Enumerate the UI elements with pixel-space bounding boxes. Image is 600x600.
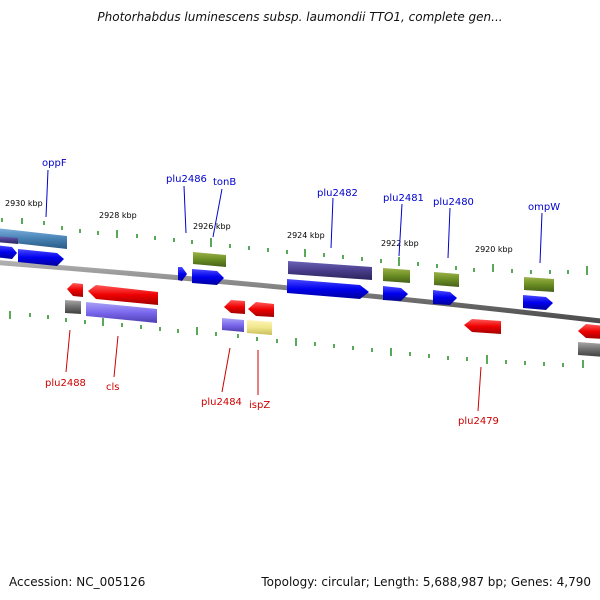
gene-label-oppF[interactable]: oppF [42, 158, 67, 169]
lower-feature-track [65, 300, 600, 357]
gene-arrow-plu2481[interactable] [383, 286, 408, 301]
scale-label-2926: 2926 kbp [193, 222, 231, 231]
forward-strand-genes [0, 245, 553, 310]
gene-label-ispZ[interactable]: ispZ [249, 400, 270, 411]
gene-label-tonB[interactable]: tonB [213, 177, 236, 188]
gene-label-plu2484[interactable]: plu2484 [201, 397, 242, 408]
gene-box-indigo-plu2482[interactable] [288, 261, 372, 280]
gene-label-plu2480[interactable]: plu2480 [433, 197, 474, 208]
gene-label-plu2486[interactable]: plu2486 [166, 174, 207, 185]
gene-arrow-reverse-right[interactable] [578, 324, 600, 339]
gene-box-khaki-ispZ[interactable] [247, 320, 272, 335]
bottom-gene-labels: plu2488 cls plu2484 ispZ plu2479 [45, 329, 499, 427]
gene-label-ompW[interactable]: ompW [528, 202, 560, 213]
accession-text: Accession: NC_005126 [9, 575, 146, 589]
gene-label-plu2488[interactable]: plu2488 [45, 378, 86, 389]
gene-box-olive-tonB[interactable] [193, 252, 226, 267]
gene-arrow-plu2488[interactable] [67, 283, 83, 297]
gene-arrow-plu2479[interactable] [464, 319, 501, 334]
gene-box-gray-right[interactable] [578, 342, 600, 357]
gene-arrow-ispZ[interactable] [248, 302, 274, 317]
gene-label-plu2481[interactable]: plu2481 [383, 193, 424, 204]
gene-box-olive-ompW[interactable] [524, 277, 554, 292]
lower-scale-ticks [9, 311, 584, 368]
scale-label-2920: 2920 kbp [475, 245, 513, 254]
scale-label-2924: 2924 kbp [287, 231, 325, 240]
genome-summary-text: Topology: circular; Length: 5,688,987 bp… [261, 575, 591, 589]
gene-arrow-ompW[interactable] [523, 295, 553, 310]
gene-box-indigo-left[interactable] [0, 236, 18, 244]
gene-box-olive-plu2480[interactable] [434, 272, 459, 287]
upper-scale-ticks [1, 218, 588, 275]
gene-arrow-plu2484[interactable] [224, 300, 245, 314]
scale-label-2930: 2930 kbp [5, 199, 43, 208]
scale-label-2928: 2928 kbp [99, 211, 137, 220]
upper-feature-track [0, 228, 554, 292]
gene-box-gray-plu2488[interactable] [65, 300, 81, 314]
gene-box-lavender-cls[interactable] [86, 302, 157, 323]
top-gene-labels: oppF plu2486 tonB plu2482 plu2481 plu248… [42, 158, 560, 264]
gene-label-cls[interactable]: cls [106, 382, 120, 393]
map-title: Photorhabdus luminescens subsp. laumondi… [97, 10, 503, 24]
gene-box-steel-left[interactable] [0, 228, 67, 249]
gene-arrow-cls[interactable] [88, 285, 158, 305]
reverse-strand-genes [67, 283, 600, 339]
gene-label-plu2479[interactable]: plu2479 [458, 416, 499, 427]
gene-arrow-forward[interactable] [0, 245, 17, 259]
gene-label-plu2482[interactable]: plu2482 [317, 188, 358, 199]
gene-box-lavender-plu2484[interactable] [222, 318, 244, 332]
gene-arrow-forward[interactable] [18, 249, 64, 266]
gene-arrow-plu2482[interactable] [287, 279, 369, 299]
gene-box-olive-plu2481[interactable] [383, 268, 410, 283]
gene-arrow-plu2480[interactable] [433, 290, 457, 305]
gene-arrow-plu2486[interactable] [178, 267, 187, 281]
gene-arrow-tonB[interactable] [192, 269, 224, 285]
